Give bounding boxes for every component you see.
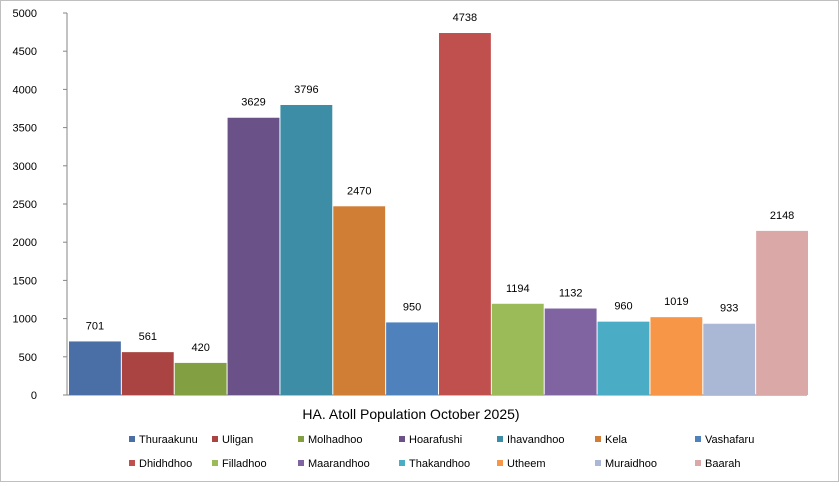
legend-label: Uligan [222, 434, 253, 446]
legend-label: Hoarafushi [409, 434, 462, 446]
legend-swatch [695, 460, 701, 466]
legend-swatch [595, 436, 601, 442]
y-tick-label: 2500 [13, 199, 37, 211]
data-label: 4738 [453, 12, 477, 24]
legend-swatch [298, 460, 304, 466]
legend-swatch [695, 436, 701, 442]
legend-label: Molhadhoo [308, 434, 362, 446]
legend-label: Baarah [705, 458, 740, 470]
legend-label: Filladhoo [222, 458, 267, 470]
legend-label: Dhidhdhoo [139, 458, 192, 470]
legend-label: Kela [605, 434, 628, 446]
data-label: 2470 [347, 185, 371, 197]
bar [333, 206, 386, 395]
bar [280, 104, 333, 396]
data-label: 420 [191, 342, 209, 354]
data-label: 561 [139, 331, 157, 343]
data-label: 960 [614, 301, 632, 313]
y-tick-label: 3500 [13, 123, 37, 135]
legend-label: Thakandhoo [409, 458, 470, 470]
legend-label: Vashafaru [705, 434, 754, 446]
data-label: 950 [403, 301, 421, 313]
bar [174, 362, 227, 395]
y-axis: 0 500 1000 1500 2000 2500 3000 3500 4000 4500 5000 [13, 8, 807, 402]
legend-swatch [129, 436, 135, 442]
legend-label: Ihavandhoo [507, 434, 565, 446]
y-tick-label: 500 [19, 352, 37, 364]
legend-label: Maarandhoo [308, 458, 370, 470]
y-tick-label: 1000 [13, 314, 37, 326]
bar [439, 33, 491, 396]
legend: Thuraakunu Uligan Molhadhoo Hoarafushi Ihava… [129, 434, 754, 470]
data-label: 933 [720, 303, 738, 315]
y-tick-label: 4500 [13, 46, 37, 58]
y-tick-label: 0 [31, 390, 37, 402]
y-tick-label: 5000 [13, 8, 37, 20]
data-label: 3796 [294, 84, 318, 96]
bar [756, 230, 808, 395]
bar [386, 322, 438, 395]
y-tick-label: 2000 [13, 237, 37, 249]
legend-swatch [399, 436, 405, 442]
bar [121, 352, 174, 395]
legend-label: Utheem [507, 458, 546, 470]
bar [703, 323, 756, 395]
bar [491, 303, 544, 395]
legend-swatch [212, 460, 218, 466]
bar [650, 317, 703, 395]
data-labels: 701 561 420 3629 3796 2470 950 4738 1194 1132 960 1… [86, 12, 795, 354]
data-label: 2148 [770, 210, 794, 222]
data-label: 1194 [506, 283, 530, 295]
data-label: 3629 [241, 97, 265, 109]
legend-swatch [399, 460, 405, 466]
data-label: 1019 [664, 296, 688, 308]
bars [69, 33, 808, 396]
bar [227, 117, 280, 396]
legend-swatch [497, 460, 503, 466]
y-tick-label: 3000 [13, 161, 37, 173]
y-tick-label: 4000 [13, 84, 37, 96]
legend-swatch [212, 436, 218, 442]
legend-swatch [595, 460, 601, 466]
legend-swatch [497, 436, 503, 442]
y-tick-label: 1500 [13, 275, 37, 287]
bar [544, 308, 597, 395]
bar [597, 321, 650, 395]
data-label: 701 [86, 320, 104, 332]
legend-label: Thuraakunu [139, 434, 198, 446]
data-label: 1132 [559, 288, 583, 300]
legend-swatch [298, 436, 304, 442]
legend-swatch [129, 460, 135, 466]
chart-title: HA. Atoll Population October 2025) [302, 406, 519, 422]
bar [69, 341, 121, 395]
legend-label: Muraidhoo [605, 458, 657, 470]
